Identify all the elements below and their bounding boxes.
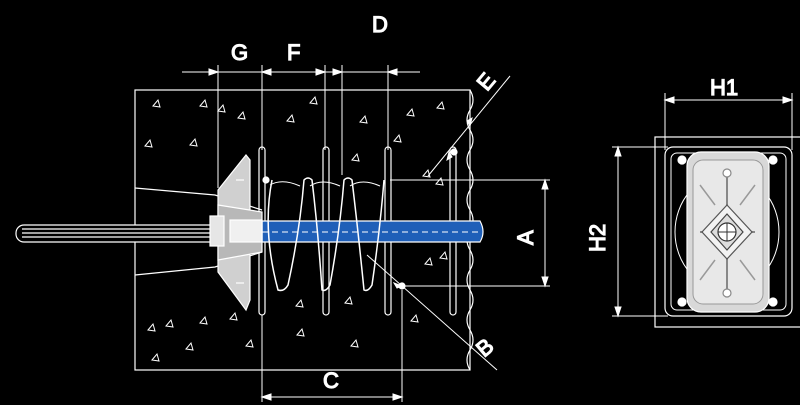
bearing-plate-outer bbox=[654, 136, 800, 328]
spiral-reinforcement bbox=[267, 177, 385, 292]
dimension-C bbox=[260, 290, 404, 402]
dimension-B bbox=[366, 254, 498, 371]
label-A: A bbox=[513, 230, 538, 245]
label-D: D bbox=[372, 12, 388, 37]
dimension-H1 bbox=[663, 93, 794, 150]
concrete-aggregate-marks bbox=[144, 95, 448, 362]
dimension-top bbox=[182, 65, 420, 188]
label-H2: H2 bbox=[585, 224, 610, 252]
front-view: H1 H2 bbox=[584, 74, 800, 328]
label-E: E bbox=[472, 68, 501, 95]
dimension-A bbox=[390, 178, 550, 288]
label-H1: H1 bbox=[710, 75, 738, 100]
label-C: C bbox=[323, 368, 339, 393]
label-B: B bbox=[471, 333, 498, 362]
strand bbox=[15, 224, 227, 243]
label-F: F bbox=[287, 40, 300, 65]
dimension-H2 bbox=[612, 145, 668, 318]
dimension-E bbox=[427, 75, 511, 177]
bearing-plate bbox=[664, 146, 793, 317]
label-G: G bbox=[231, 40, 248, 65]
side-section-view: G F D E A B C bbox=[15, 11, 550, 402]
anchor-head bbox=[209, 154, 263, 312]
